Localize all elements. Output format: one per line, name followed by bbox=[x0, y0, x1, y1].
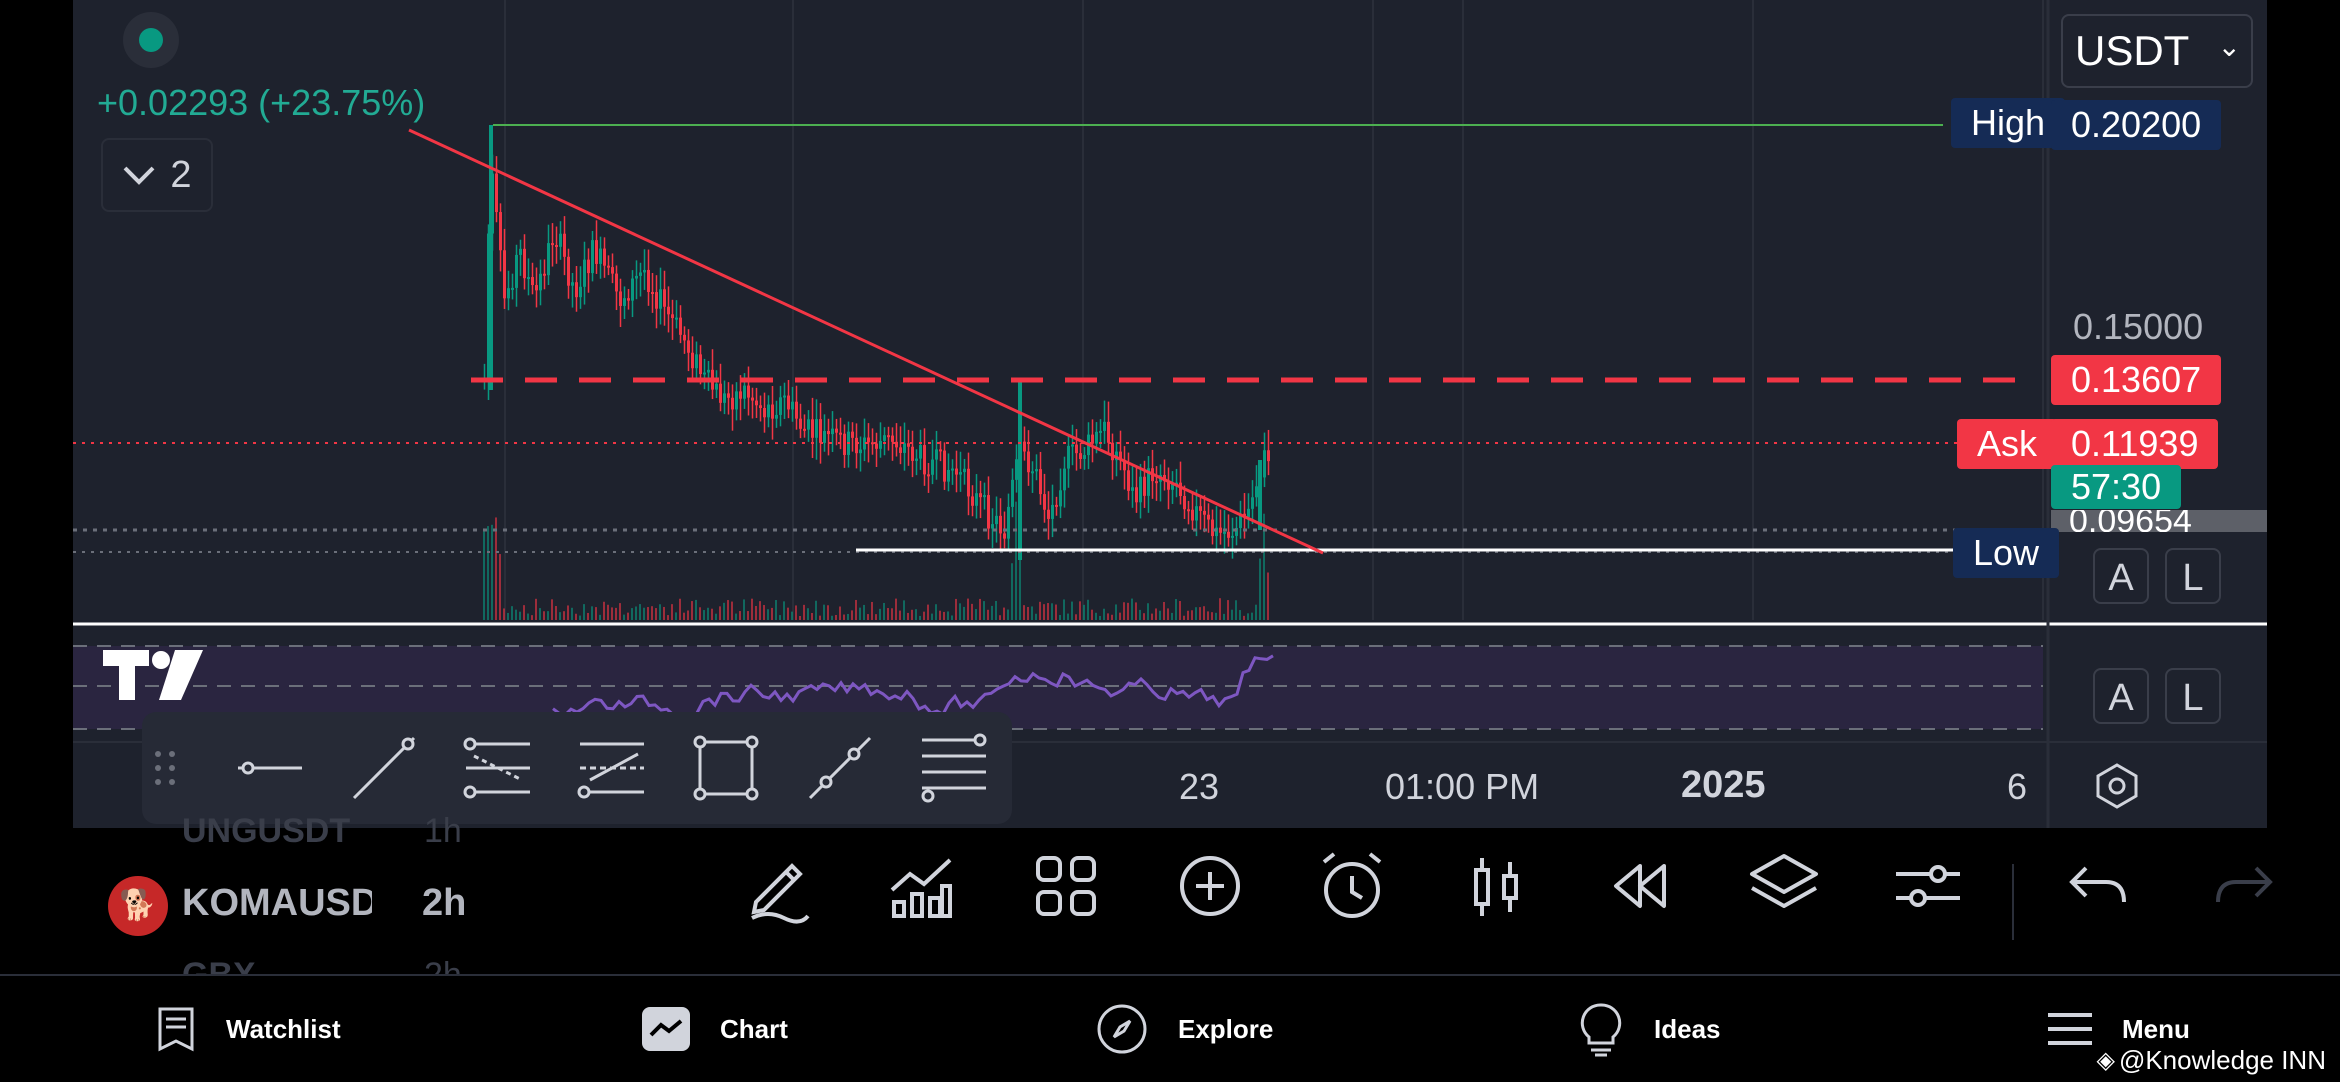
ray-tool-icon[interactable] bbox=[804, 732, 876, 804]
candle-icon[interactable] bbox=[1456, 846, 1536, 926]
high-value-tag: 0.20200 bbox=[2051, 100, 2222, 150]
price-change: +0.02293 (+23.75%) bbox=[97, 82, 426, 123]
price-chart-canvas[interactable] bbox=[73, 0, 2267, 828]
low-partial-value: 0.09654 bbox=[2051, 510, 2267, 532]
ask-label: Ask bbox=[1957, 419, 2058, 469]
watchlist-icon bbox=[158, 1007, 194, 1052]
plus-circle-icon[interactable] bbox=[1170, 846, 1250, 926]
nav-explore-label: Explore bbox=[1178, 1013, 1274, 1044]
chart-toolbar: UNGUSDT 1h 🐕 KOMAUSDT 2h GBX 2h bbox=[0, 812, 2340, 974]
parallel-channel-tool-icon[interactable] bbox=[576, 732, 648, 804]
nav-chart[interactable]: Chart bbox=[642, 976, 788, 1082]
indicators-icon[interactable] bbox=[882, 846, 962, 926]
watchlist-prev-interval: 1h bbox=[424, 812, 462, 850]
trend-line-tool-icon[interactable] bbox=[348, 732, 420, 804]
time-label-year: 2025 bbox=[1681, 764, 1766, 806]
high-label: High bbox=[1951, 98, 2066, 148]
time-label: 01:00 PM bbox=[1385, 766, 1540, 807]
log-scale-button[interactable]: L bbox=[2165, 548, 2221, 604]
indicator-count: 2 bbox=[170, 153, 192, 196]
replay-icon[interactable] bbox=[1600, 846, 1680, 926]
nav-ideas-label: Ideas bbox=[1654, 1013, 1721, 1044]
horizontal-line-tool-icon[interactable] bbox=[234, 732, 306, 804]
volume-bars bbox=[483, 501, 1269, 620]
watchlist-next-symbol[interactable]: GBX bbox=[182, 956, 256, 974]
pencil-icon[interactable] bbox=[738, 846, 818, 926]
tradingview-logo bbox=[103, 650, 203, 700]
compass-icon bbox=[1097, 1004, 1147, 1054]
fib-levels-tool-icon[interactable] bbox=[918, 732, 990, 804]
price-level-label: 0.15000 bbox=[2073, 306, 2204, 347]
candlesticks bbox=[483, 125, 1270, 560]
low-label: Low bbox=[1953, 528, 2060, 578]
nav-ideas[interactable]: Ideas bbox=[1578, 976, 1721, 1082]
ask-value-tag: 0.11939 bbox=[2051, 419, 2219, 469]
watchlist-prev-symbol[interactable]: UNGUSDT bbox=[182, 812, 351, 850]
watermark: ◈ @Knowledge INN bbox=[2096, 1045, 2326, 1075]
nav-menu[interactable]: Menu bbox=[2048, 976, 2190, 1082]
settings-sliders-icon[interactable] bbox=[1888, 846, 1968, 926]
bottom-navigation: Watchlist Chart Explore Ideas Menu ◈ @Kn… bbox=[0, 974, 2340, 1082]
chart-icon bbox=[642, 1007, 690, 1051]
dashed-line-value-tag: 0.13607 bbox=[2051, 355, 2222, 405]
chart-area[interactable]: +0.02293 (+23.75%) 2 USDT ⌄ High 0.20200… bbox=[73, 0, 2267, 828]
nav-explore[interactable]: Explore bbox=[1096, 976, 1273, 1082]
rsi-auto-scale-button[interactable]: A bbox=[2093, 668, 2149, 724]
time-label: 6 bbox=[2007, 766, 2028, 807]
undo-icon[interactable] bbox=[2058, 846, 2138, 926]
nav-watchlist[interactable]: Watchlist bbox=[156, 976, 341, 1082]
nav-menu-label: Menu bbox=[2122, 1013, 2190, 1044]
currency-select-value: USDT bbox=[2075, 27, 2190, 74]
nav-watchlist-label: Watchlist bbox=[226, 1013, 341, 1044]
indicators-collapse-button[interactable]: 2 bbox=[101, 138, 213, 212]
auto-scale-button[interactable]: A bbox=[2093, 548, 2149, 604]
chevron-down-icon: ⌄ bbox=[2217, 31, 2241, 62]
green-dot-icon bbox=[139, 28, 163, 52]
drag-handle-icon[interactable] bbox=[146, 732, 186, 804]
nav-chart-label: Chart bbox=[720, 1013, 788, 1044]
toolbar-divider bbox=[2012, 864, 2014, 940]
drawing-tools-panel bbox=[142, 712, 1012, 824]
rectangle-tool-icon[interactable] bbox=[690, 732, 762, 804]
symbol-name[interactable]: KOMAUSDT bbox=[182, 882, 372, 924]
redo-icon bbox=[2216, 866, 2273, 903]
chevron-down-icon bbox=[124, 166, 155, 185]
lightbulb-icon bbox=[1580, 1003, 1622, 1057]
layers-icon[interactable] bbox=[1744, 846, 1824, 926]
trend-line bbox=[408, 128, 1324, 555]
grid-icon[interactable] bbox=[1026, 846, 1106, 926]
interval-label[interactable]: 2h bbox=[422, 882, 467, 924]
time-label: 23 bbox=[1179, 766, 1220, 807]
hamburger-menu-icon bbox=[2048, 1013, 2092, 1045]
currency-select[interactable]: USDT ⌄ bbox=[2061, 14, 2253, 88]
chart-settings-icon[interactable] bbox=[2093, 762, 2141, 810]
rsi-log-scale-button[interactable]: L bbox=[2165, 668, 2221, 724]
bar-countdown-tag: 57:30 bbox=[2051, 465, 2182, 509]
diamond-icon: ◈ bbox=[2096, 1047, 2115, 1074]
alarm-icon[interactable] bbox=[1312, 846, 1392, 926]
symbol-avatar: 🐕 bbox=[108, 876, 168, 936]
fib-retracement-tool-icon[interactable] bbox=[462, 732, 534, 804]
watchlist-next-interval: 2h bbox=[424, 956, 462, 974]
market-status-indicator bbox=[123, 12, 179, 68]
